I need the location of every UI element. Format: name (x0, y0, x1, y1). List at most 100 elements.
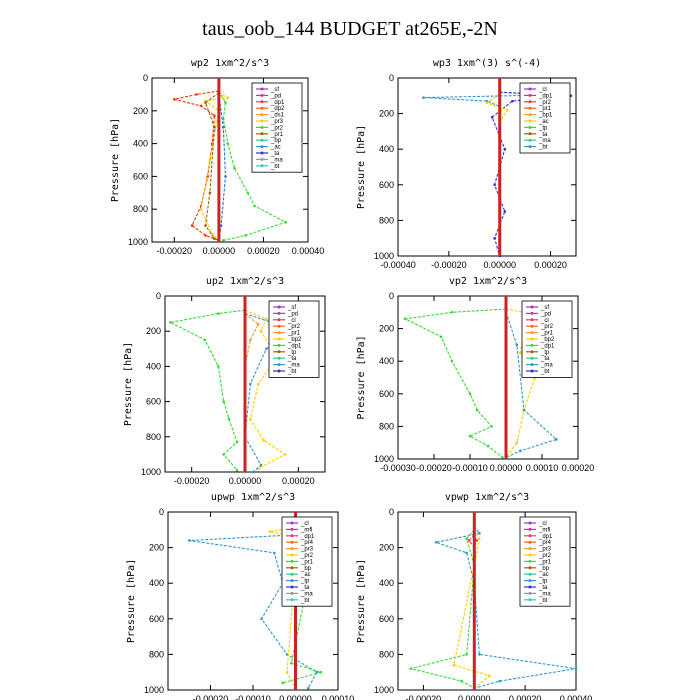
series-point (284, 221, 288, 224)
legend-entry: _sf (270, 87, 279, 93)
legend-entry: _ta (300, 585, 310, 591)
legend-marker (290, 559, 294, 563)
y-tick-label: 600 (379, 180, 394, 190)
legend-marker (528, 521, 532, 525)
legend-marker (528, 132, 532, 136)
series-point (555, 438, 558, 441)
legend-marker (530, 318, 534, 322)
plot-frame (397, 77, 577, 257)
legend: _sf_pd_cl_pr2_pr1_bp2_dp1_tp_ta_ma_bt (521, 300, 573, 378)
series-point (452, 663, 456, 667)
y-tick-label: 600 (379, 389, 394, 399)
panel-6: vpwp 1xm^2/s^3 Pressure [hPa] 0 200 400 600 80… (356, 492, 592, 700)
y-axis-label: Pressure [hPa] (356, 559, 367, 643)
series-point (468, 434, 472, 438)
legend-entry: _pr1 (540, 331, 554, 337)
legend-entry: _pd (270, 93, 281, 99)
y-tick-label: 600 (133, 171, 148, 181)
y-axis-label: Pressure [hPa] (356, 125, 367, 209)
x-tick-label: -0.00010 (235, 694, 271, 700)
legend-marker (528, 566, 532, 570)
legend-marker (528, 145, 532, 149)
legend-entry: _mfl (538, 527, 550, 533)
y-tick-label: 0 (159, 507, 164, 517)
y-axis-label: Pressure [hPa] (356, 335, 367, 419)
legend-marker (277, 356, 281, 360)
legend-marker (528, 553, 532, 557)
y-tick-label: 800 (379, 215, 394, 225)
y-tick-label: 600 (149, 614, 164, 624)
legend-marker (277, 311, 281, 315)
legend-marker (528, 591, 532, 595)
legend-entry: _ma (538, 591, 551, 597)
x-tick-label: -0.00020 (193, 694, 229, 700)
series-point (285, 653, 289, 656)
y-tick-label: 800 (379, 421, 394, 431)
legend-box (519, 516, 571, 607)
series-point (235, 440, 239, 444)
legend-entry: _bp (300, 566, 312, 572)
series-point (213, 125, 216, 129)
y-tick-label: 1000 (144, 685, 164, 695)
series-point (574, 667, 578, 670)
series-point (319, 670, 323, 674)
legend-entry: _dp2 (270, 106, 285, 112)
series-point (272, 551, 276, 555)
legend-marker (260, 93, 264, 97)
x-tick-label: 0.00040 (560, 694, 593, 700)
legend-marker (260, 100, 264, 104)
legend-marker (528, 540, 532, 544)
series-point (422, 96, 425, 99)
series-point (259, 329, 263, 333)
y-tick-label: 1000 (374, 251, 394, 261)
series-point (501, 456, 504, 459)
legend-entry: _pr1 (538, 559, 552, 565)
series-point (249, 382, 252, 386)
series-point (485, 101, 489, 105)
series-point (260, 617, 263, 621)
legend-entry: _pr3 (270, 119, 284, 125)
series-point (475, 539, 479, 542)
series-point (217, 365, 220, 368)
series-point (515, 343, 519, 347)
y-tick-label: 200 (379, 109, 394, 119)
y-tick-label: 200 (379, 324, 394, 334)
series-point (199, 207, 203, 211)
series-point (289, 662, 293, 665)
y-tick-label: 800 (379, 649, 394, 659)
legend-marker (530, 337, 534, 341)
legend-box (519, 82, 571, 154)
legend-entry: _bt (287, 369, 297, 375)
series-point (172, 98, 176, 101)
legend-entry: _pr3 (300, 547, 314, 553)
legend-entry: _ma (540, 363, 553, 369)
x-tick-label: -0.00040 (380, 260, 416, 270)
legend-entry: _ac (538, 119, 549, 125)
legend-marker (290, 598, 294, 602)
legend-marker (528, 547, 532, 551)
legend-marker (528, 534, 532, 538)
legend-entry: _cl (287, 318, 296, 324)
legend-marker (528, 106, 532, 110)
panel-title: vp2 1xm^2/s^3 (449, 276, 527, 287)
legend-entry: _pr2 (538, 100, 552, 106)
series-line-pr2 (453, 529, 491, 689)
legend-marker (528, 138, 532, 142)
series-point (222, 453, 225, 456)
legend-marker (530, 311, 534, 315)
series-point (251, 470, 255, 474)
legend-entry: _pr4 (300, 540, 314, 546)
legend-entry: _tp (540, 350, 550, 356)
x-tick-label: 0.00000 (229, 476, 262, 486)
legend-entry: _bp2 (287, 337, 302, 343)
series-point (460, 679, 463, 683)
legend-marker (277, 343, 281, 347)
legend-marker (260, 138, 264, 142)
legend-marker (528, 598, 532, 602)
series-point (468, 392, 472, 396)
legend-marker (530, 343, 534, 347)
series-point (244, 234, 247, 237)
series-point (208, 191, 212, 195)
panel-5: upwp 1xm^2/s^3 Pressure [hPa] 0 200 400 600 80… (126, 492, 354, 700)
series-line-tp (434, 525, 577, 689)
